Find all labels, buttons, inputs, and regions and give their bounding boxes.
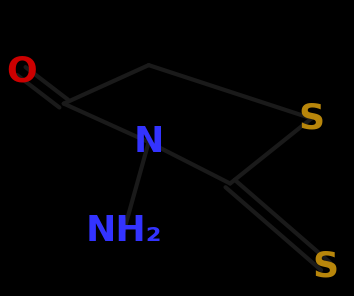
Text: S: S: [298, 102, 325, 135]
Text: S: S: [313, 250, 339, 283]
Text: N: N: [133, 125, 164, 159]
Text: NH₂: NH₂: [86, 214, 162, 248]
Text: O: O: [6, 54, 36, 88]
